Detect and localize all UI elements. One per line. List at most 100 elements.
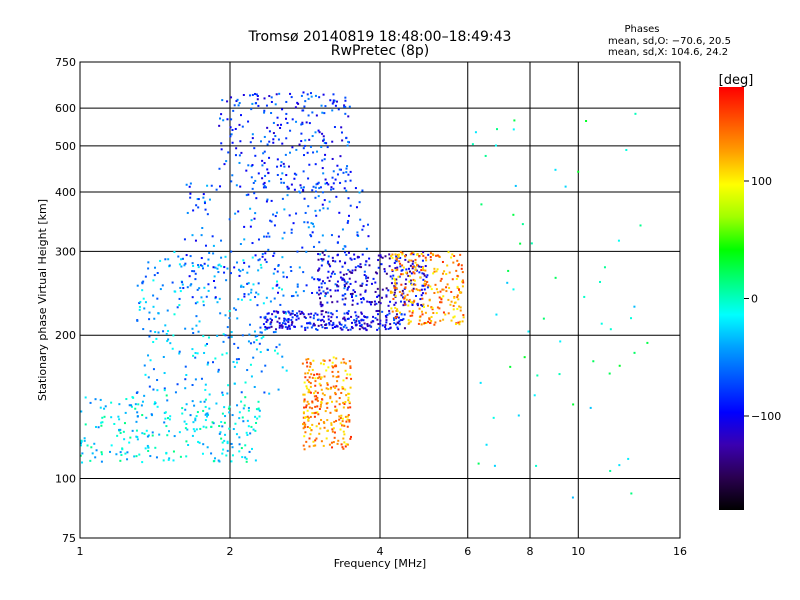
echo-point — [433, 291, 436, 294]
echo-point — [344, 400, 347, 403]
echo-point — [264, 174, 267, 177]
echo-point — [238, 411, 241, 414]
echo-point — [134, 407, 137, 410]
echo-point — [188, 275, 191, 278]
echo-point — [153, 403, 156, 406]
echo-point — [360, 266, 363, 269]
echo-point — [345, 167, 348, 170]
echo-point — [169, 415, 172, 418]
echo-point — [331, 428, 334, 431]
echo-point — [307, 388, 310, 391]
echo-point — [239, 285, 242, 288]
echo-point — [257, 172, 260, 175]
echo-point — [155, 456, 158, 459]
echo-point — [225, 160, 228, 163]
echo-point — [308, 321, 311, 324]
echo-point — [492, 416, 495, 419]
echo-point — [235, 358, 238, 361]
echo-point — [325, 292, 328, 295]
echo-point — [407, 267, 410, 270]
echo-point — [326, 419, 329, 422]
echo-point — [281, 108, 284, 111]
echo-point — [136, 319, 139, 322]
echo-point — [256, 334, 259, 337]
echo-point — [246, 271, 249, 274]
echo-point — [166, 309, 169, 312]
echo-point — [199, 264, 202, 267]
echo-point — [125, 398, 128, 401]
echo-point — [314, 377, 317, 380]
echo-point — [342, 430, 345, 433]
echo-point — [291, 310, 294, 313]
echo-point — [266, 326, 269, 329]
echo-point — [263, 97, 266, 100]
echo-point — [295, 312, 298, 315]
echo-point — [425, 322, 428, 325]
echo-point — [401, 273, 404, 276]
echo-point — [319, 319, 322, 322]
echo-point — [130, 405, 133, 408]
echo-point — [313, 324, 316, 327]
echo-point — [423, 322, 426, 325]
echo-point — [322, 93, 325, 96]
echo-point — [211, 235, 214, 238]
echo-point — [274, 328, 277, 331]
echo-point — [381, 256, 384, 259]
echo-point — [362, 319, 365, 322]
echo-point — [315, 328, 318, 331]
echo-point — [288, 214, 291, 217]
echo-point — [457, 264, 460, 267]
echo-point — [230, 180, 233, 183]
echo-point — [332, 441, 335, 444]
echo-point — [331, 327, 334, 330]
echo-point — [351, 271, 354, 274]
echo-point — [185, 440, 188, 443]
echo-point — [347, 392, 350, 395]
echo-point — [304, 431, 307, 434]
echo-point — [81, 461, 84, 464]
echo-point — [289, 151, 292, 154]
echo-point — [261, 177, 264, 180]
echo-point — [163, 372, 166, 375]
echo-point — [197, 440, 200, 443]
echo-point — [407, 260, 410, 263]
echo-point — [396, 256, 399, 259]
echo-point — [388, 253, 391, 256]
echo-point — [341, 424, 344, 427]
echo-point — [312, 151, 315, 154]
echo-point — [256, 95, 259, 98]
echo-point — [90, 446, 93, 449]
echo-point — [240, 391, 243, 394]
echo-point — [316, 313, 319, 316]
echo-point — [238, 274, 241, 277]
echo-point — [321, 159, 324, 162]
x-tick-label: 2 — [227, 545, 234, 558]
echo-point — [424, 265, 427, 268]
echo-point — [306, 322, 309, 325]
echo-point — [357, 320, 360, 323]
echo-point — [421, 313, 424, 316]
echo-point — [429, 252, 432, 255]
y-tick-label: 500 — [55, 140, 76, 153]
echo-point — [159, 259, 162, 262]
echo-point — [461, 271, 464, 274]
echo-point — [421, 297, 424, 300]
echo-point — [318, 267, 321, 270]
echo-point — [440, 297, 443, 300]
echo-point — [277, 388, 280, 391]
echo-point — [234, 422, 237, 425]
echo-point — [200, 257, 203, 260]
echo-point — [254, 179, 257, 182]
echo-point — [340, 414, 343, 417]
y-axis-label: Stationary phase Virtual Height [km] — [36, 199, 49, 401]
echo-point — [313, 415, 316, 418]
echo-point — [389, 323, 392, 326]
echo-point — [416, 304, 419, 307]
echo-point — [184, 408, 187, 411]
echo-point — [326, 262, 329, 265]
echo-point — [418, 255, 421, 258]
echo-point — [345, 253, 348, 256]
echo-point — [241, 416, 244, 419]
echo-point — [331, 400, 334, 403]
